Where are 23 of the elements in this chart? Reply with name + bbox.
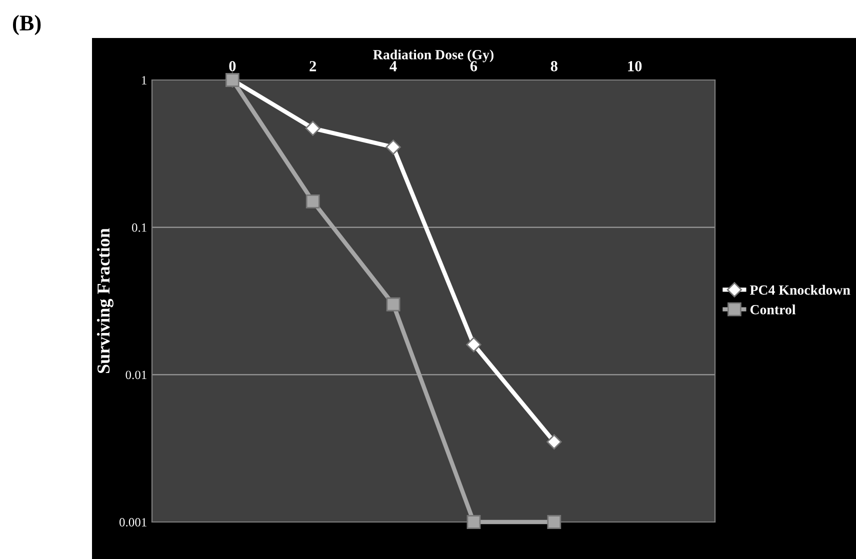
point	[466, 337, 482, 352]
y-tick-label: 0.1	[132, 223, 146, 232]
point	[466, 515, 481, 529]
x-axis-title: Radiation Dose (Gy)	[373, 50, 494, 62]
x-tick-label: 2	[310, 61, 316, 72]
legend-label: Control	[750, 304, 796, 314]
point	[547, 515, 562, 529]
x-tick-label: 0	[229, 61, 236, 72]
x-tick-label: 8	[550, 61, 558, 72]
legend-label: PC4 Knockdown	[750, 284, 850, 295]
y-tick-label: 0.001	[119, 518, 146, 527]
text: (B)	[12, 14, 41, 36]
y-tick-label: 1	[142, 76, 146, 84]
point	[546, 434, 562, 450]
x-tick-label: 6	[470, 61, 478, 72]
point	[306, 194, 320, 208]
point	[386, 297, 400, 312]
x-tick-label: 10	[628, 61, 642, 72]
point	[386, 140, 401, 155]
x-tick-label: 4	[390, 61, 397, 72]
point	[305, 120, 320, 136]
y-tick-label: 0.01	[126, 370, 146, 380]
y-axis-title: Surviving Fraction	[96, 228, 114, 374]
